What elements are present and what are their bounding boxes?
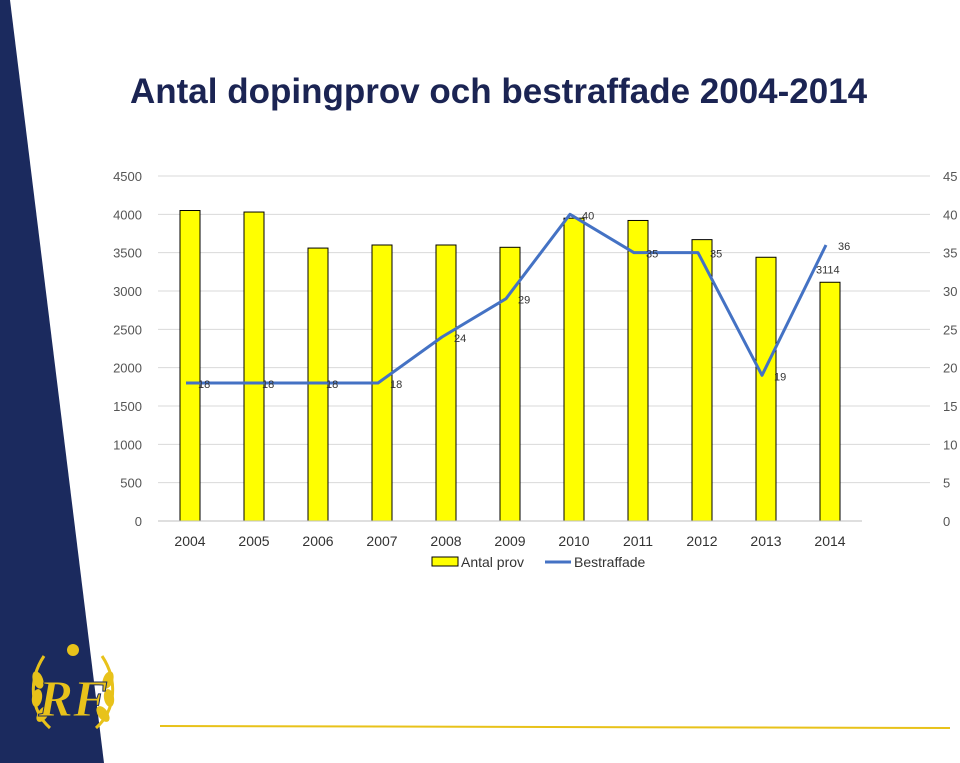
x-tick-label: 2014 [814,533,845,549]
data-label: 18 [198,379,210,391]
bar [179,210,201,522]
page-title: Antal dopingprov och bestraffade 2004-20… [130,72,868,111]
legend-label-bestraffade: Bestraffade [574,554,646,570]
bar [563,217,585,522]
left-tick-label: 3500 [113,246,142,261]
right-tick-label: 25 [943,322,957,337]
bar [307,247,329,522]
chart-legend: Antal prov Bestraffade [431,554,646,570]
left-tick-label: 1500 [113,399,142,414]
x-axis-ticks: 2004 2005 2006 2007 2008 2009 2010 2011 2012 2013… [174,533,845,549]
data-label: 24 [454,333,466,345]
right-tick-label: 10 [943,437,957,452]
x-tick-label: 2008 [430,533,461,549]
data-label: 40 [582,210,594,222]
data-label: 29 [518,295,530,307]
x-tick-label: 2012 [686,533,717,549]
left-tick-label: 1000 [113,437,142,452]
bar [627,219,649,522]
data-label: 18 [262,379,274,391]
logo-text: RF [37,671,107,728]
data-label: 35 [710,249,722,261]
bar [435,244,457,522]
x-tick-label: 2005 [238,533,269,549]
right-tick-label: 20 [943,361,957,376]
left-tick-label: 500 [120,476,142,491]
gridlines [158,175,930,484]
left-tick-label: 0 [135,514,142,529]
x-tick-label: 2011 [623,533,653,549]
right-tick-label: 30 [943,284,957,299]
gold-bottom-rule [160,725,950,729]
x-tick-label: 2010 [558,533,589,549]
right-tick-label: 45 [943,169,957,184]
right-tick-label: 15 [943,399,957,414]
x-tick-label: 2013 [750,533,781,549]
left-tick-label: 4000 [113,207,142,222]
bar [499,246,521,522]
right-tick-label: 40 [943,207,957,222]
left-tick-label: 2000 [113,361,142,376]
line-bestraffade [186,212,828,385]
right-axis-ticks: 0 5 10 15 20 25 30 35 40 45 [943,169,957,529]
left-tick-label: 3000 [113,284,142,299]
bar [755,256,777,522]
left-tick-label: 4500 [113,169,142,184]
data-labels: 18 18 18 18 24 29 40 35 35 19 36 3114 [198,210,850,391]
x-tick-label: 2009 [494,533,525,549]
data-label: 18 [326,379,338,391]
left-tick-label: 2500 [113,322,142,337]
data-label: 35 [646,249,658,261]
line-series-bestraffade [186,212,828,385]
bar [691,239,713,522]
bar-value-label: 3114 [816,264,840,276]
right-tick-label: 5 [943,476,950,491]
right-tick-label: 0 [943,514,950,529]
legend-label-antal-prov: Antal prov [461,554,524,570]
x-tick-label: 2004 [174,533,205,549]
x-tick-label: 2007 [366,533,397,549]
data-label: 36 [838,241,850,253]
x-tick-label: 2006 [302,533,333,549]
bar [243,211,265,522]
data-label: 18 [390,379,402,391]
left-axis-ticks: 0 500 1000 1500 2000 2500 3000 3500 4000 4500 [113,169,142,529]
right-tick-label: 35 [943,246,957,261]
data-label: 19 [774,371,786,383]
left-navy-band [0,0,104,763]
bar [819,281,841,522]
bar-series-antal-prov [179,210,841,522]
rf-emblem-icon: RF [31,644,115,730]
legend-swatch-antal-prov [431,556,459,567]
